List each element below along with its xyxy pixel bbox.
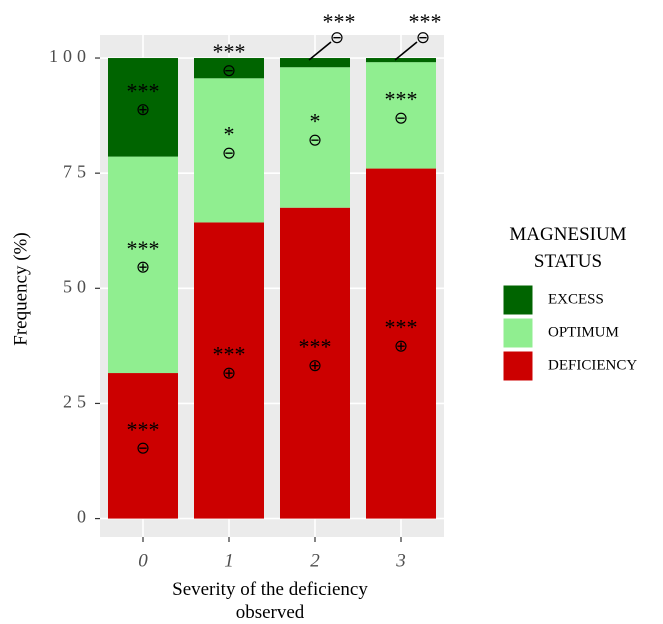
legend-title: MAGNESIUM STATUS xyxy=(509,224,627,272)
significance-label: *** xyxy=(213,39,246,64)
effect-sign: ⊖ xyxy=(308,130,322,149)
bar-segment xyxy=(280,207,350,519)
effect-sign: ⊕ xyxy=(222,363,236,382)
legend-label: EXCESS xyxy=(548,291,604,307)
x-tick-label: 1 xyxy=(224,550,234,571)
legend-label: OPTIMUM xyxy=(548,324,619,340)
significance-label: * xyxy=(310,109,321,134)
x-tick-label: 0 xyxy=(138,550,148,571)
bar-segment xyxy=(280,67,350,208)
y-axis-title: Frequency (%) xyxy=(10,232,31,345)
significance-label: *** xyxy=(299,334,332,359)
effect-sign: ⊖ xyxy=(222,61,236,80)
bar-segment xyxy=(194,222,264,519)
bar-segment xyxy=(194,58,264,79)
y-tick-label: 100 xyxy=(49,46,91,66)
leader-line xyxy=(308,41,332,61)
effect-sign: ⊖ xyxy=(394,108,408,127)
bar-segment xyxy=(366,168,436,519)
significance-label: *** xyxy=(127,417,160,442)
significance-label: *** xyxy=(385,86,418,111)
significance-label: *** xyxy=(127,236,160,261)
significance-label: *** xyxy=(213,342,246,367)
significance-label: *** xyxy=(409,9,442,34)
y-tick-label: 0 xyxy=(77,507,91,527)
effect-sign: ⊖ xyxy=(222,143,236,162)
legend-key xyxy=(502,350,534,382)
significance-label: *** xyxy=(385,315,418,340)
bar-segment xyxy=(366,58,436,63)
effect-sign: ⊕ xyxy=(136,258,150,277)
effect-sign: ⊖ xyxy=(330,28,344,47)
effect-sign: ⊕ xyxy=(136,100,150,119)
bar-segment xyxy=(108,156,178,374)
y-tick-label: 25 xyxy=(63,392,91,412)
effect-sign: ⊖ xyxy=(416,28,430,47)
significance-label: *** xyxy=(323,9,356,34)
bar-segment xyxy=(366,62,436,169)
y-tick-label: 50 xyxy=(63,276,91,296)
bar-segment xyxy=(108,58,178,157)
y-tick-label: 75 xyxy=(63,161,91,181)
significance-label: *** xyxy=(127,78,160,103)
effect-sign: ⊕ xyxy=(394,336,408,355)
bar-segment xyxy=(194,78,264,223)
bar-segment xyxy=(280,58,350,68)
effect-sign: ⊕ xyxy=(308,356,322,375)
legend-label: DEFICIENCY xyxy=(548,357,637,373)
significance-label: * xyxy=(224,121,235,146)
effect-sign: ⊖ xyxy=(136,439,150,458)
legend-key xyxy=(502,284,534,316)
x-axis-title: Severity of the deficiency observed xyxy=(172,579,368,623)
bar-segment xyxy=(108,373,178,519)
legend-key xyxy=(502,317,534,349)
leader-line xyxy=(394,41,418,61)
x-tick-label: 3 xyxy=(395,550,406,571)
x-tick-label: 2 xyxy=(310,550,320,571)
